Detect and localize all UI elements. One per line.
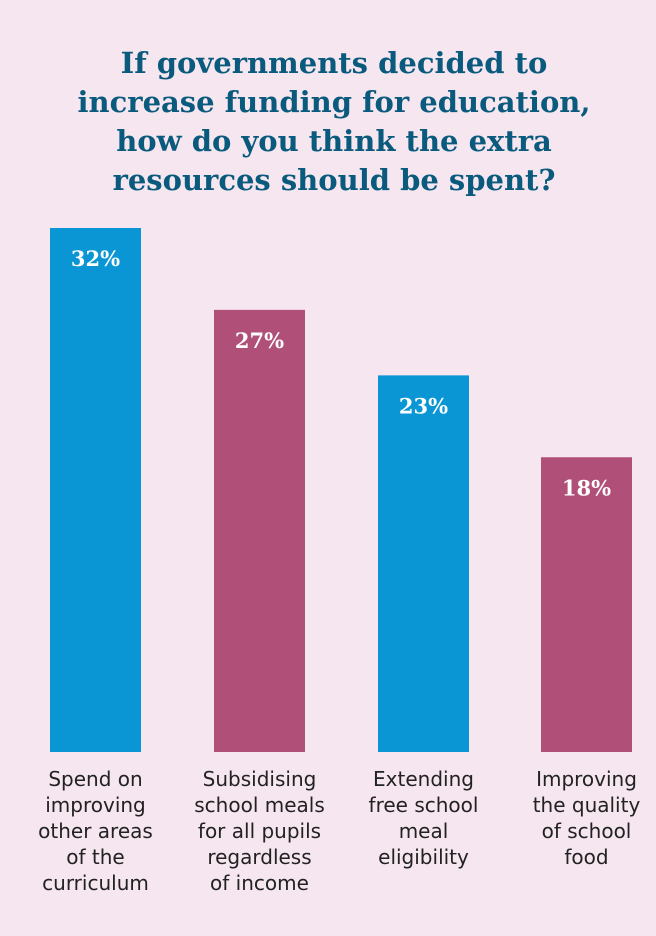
category-label-line: of the bbox=[66, 845, 125, 869]
category-label-line: school meals bbox=[194, 793, 325, 817]
category-label-4: Improving the quality of school food bbox=[513, 766, 656, 870]
category-label-line: of school bbox=[541, 819, 632, 843]
data-label-4: 18% bbox=[562, 475, 611, 500]
category-label-line: other areas bbox=[38, 819, 153, 843]
category-label-line: Spend on bbox=[48, 767, 143, 791]
chart-title-line: resources should be spent? bbox=[112, 163, 556, 197]
category-label-line: Extending bbox=[373, 767, 474, 791]
category-label-line: of income bbox=[210, 871, 309, 895]
category-label-line: Subsidising bbox=[202, 767, 317, 791]
bar-3 bbox=[378, 375, 469, 752]
data-label-3: 23% bbox=[399, 393, 448, 418]
category-label-line: food bbox=[564, 845, 609, 869]
category-label-line: curriculum bbox=[42, 871, 149, 895]
category-label-line: regardless bbox=[207, 845, 312, 869]
category-label-3: Extending free school meal eligibility bbox=[350, 766, 498, 870]
data-label-1: 32% bbox=[71, 246, 120, 271]
chart-title: If governments decided to increase fundi… bbox=[6, 44, 656, 200]
category-label-line: Improving bbox=[536, 767, 637, 791]
bar-1 bbox=[50, 228, 141, 752]
category-label-line: improving bbox=[45, 793, 146, 817]
category-label-2: Subsidising school meals for all pupils reg… bbox=[186, 766, 334, 896]
chart-title-line: how do you think the extra bbox=[116, 124, 552, 158]
bar-4 bbox=[541, 457, 632, 752]
category-label-line: eligibility bbox=[378, 845, 469, 869]
category-label-line: meal bbox=[398, 819, 449, 843]
category-label-line: free school bbox=[368, 793, 479, 817]
category-label-1: Spend on improving other areas of the curric… bbox=[22, 766, 170, 896]
bar-2 bbox=[214, 309, 305, 752]
category-label-line: the quality bbox=[532, 793, 641, 817]
chart-title-line: increase funding for education, bbox=[77, 85, 591, 119]
category-label-line: for all pupils bbox=[197, 819, 322, 843]
data-label-2: 27% bbox=[235, 328, 284, 353]
chart-title-line: If governments decided to bbox=[120, 46, 548, 80]
